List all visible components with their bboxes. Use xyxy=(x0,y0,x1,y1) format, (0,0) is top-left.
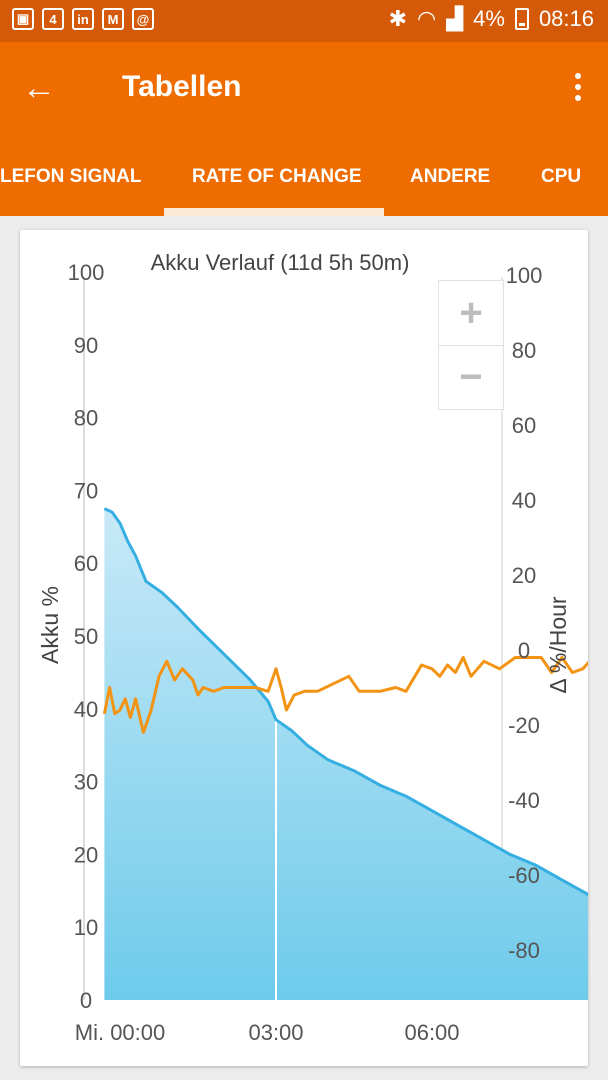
zoom-out-button[interactable]: − xyxy=(439,345,503,409)
more-options-icon[interactable] xyxy=(568,70,588,110)
y-tick-label: 40 xyxy=(74,697,98,722)
y-tick-label: 80 xyxy=(74,406,98,431)
battery-icon xyxy=(514,8,529,30)
y2-tick-label: -60 xyxy=(508,863,540,888)
y2-tick-label: 100 xyxy=(506,263,543,288)
y-tick-label: 30 xyxy=(74,770,98,795)
battery-line xyxy=(103,507,608,908)
zoom-in-button[interactable]: + xyxy=(459,290,483,335)
y-tick-label: 10 xyxy=(74,915,98,940)
y-tick-label: 0 xyxy=(80,988,92,1013)
y2-axis-label: Δ %/Hour xyxy=(545,596,571,694)
y2-tick-label: 0 xyxy=(518,638,530,663)
tab-bar: LEFON SIGNAL RATE OF CHANGE ANDERE CPU xyxy=(0,138,608,216)
chart-card: 100 90 80 70 60 50 40 30 20 10 0 100 80 60 40 20 0 -20 -40… xyxy=(20,230,608,1066)
chart-title: Akku Verlauf (11d 5h 50m) xyxy=(151,250,410,275)
battery-area xyxy=(104,508,608,1000)
y-tick-label: 90 xyxy=(74,333,98,358)
y2-tick-label: -20 xyxy=(508,713,540,738)
bluetooth-icon: ✱ xyxy=(388,6,408,31)
misc-icon: @ xyxy=(132,8,154,30)
signal-icon: ▟ xyxy=(446,6,464,31)
y-tick-label: 100 xyxy=(68,260,105,285)
channel-4-icon: 4 xyxy=(42,8,64,30)
y2-tick-label: 60 xyxy=(512,413,536,438)
rate-line xyxy=(102,656,608,734)
x-tick-label: 03:00 xyxy=(248,1020,303,1045)
y2-tick-label: -80 xyxy=(508,938,540,963)
back-arrow-icon[interactable]: ← xyxy=(22,69,56,107)
gallery-icon: ▣ xyxy=(12,8,34,30)
app-bar: ← Tabellen xyxy=(0,42,608,138)
system-status: ✱ ◠ ▟ 4% 08:16 xyxy=(389,6,594,32)
y2-tick-label: 20 xyxy=(512,563,536,588)
y2-tick-label: -40 xyxy=(508,788,540,813)
y-tick-label: 20 xyxy=(74,842,98,867)
x-tick-label: Mi. 00:00 xyxy=(75,1020,166,1045)
y-tick-label: 70 xyxy=(74,478,98,503)
notification-icons: ▣ 4 in M @ xyxy=(12,8,154,30)
x-tick-label: 06:00 xyxy=(404,1020,459,1045)
y-tick-label: 60 xyxy=(74,551,98,576)
linkedin-icon: in xyxy=(72,8,94,30)
status-bar: ▣ 4 in M @ ✱ ◠ ▟ 4% 08:16 xyxy=(0,0,608,42)
battery-percent: 4% xyxy=(473,6,505,31)
tab-telefon-signal[interactable]: LEFON SIGNAL xyxy=(0,166,142,187)
tab-rate-of-change[interactable]: RATE OF CHANGE xyxy=(192,166,362,187)
y2-tick-label: 40 xyxy=(512,488,536,513)
gmail-icon: M xyxy=(102,8,124,30)
battery-chart[interactable]: 1009080706050403020100100806040200-20-40… xyxy=(20,230,608,1066)
tab-indicator xyxy=(164,208,384,216)
y-axis-label: Akku % xyxy=(37,586,63,664)
page-title: Tabellen xyxy=(122,70,242,103)
zoom-controls: + − xyxy=(438,280,504,410)
tab-cpu[interactable]: CPU xyxy=(541,166,582,187)
wifi-icon: ◠ xyxy=(417,6,437,31)
clock: 08:16 xyxy=(538,6,594,31)
y2-tick-label: 80 xyxy=(512,338,536,363)
tab-andere[interactable]: ANDERE xyxy=(410,166,491,187)
y-tick-label: 50 xyxy=(74,624,98,649)
